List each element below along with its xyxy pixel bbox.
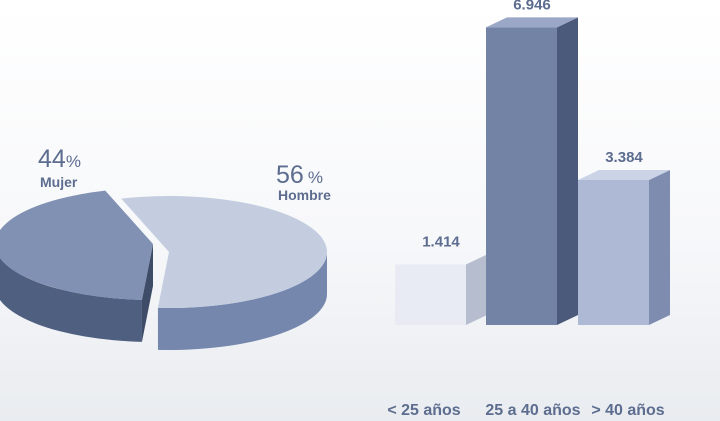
pie-label-mujer: Mujer — [40, 174, 78, 190]
bar-top-under-25 — [395, 254, 487, 265]
bar-over-40 — [578, 169, 670, 325]
pie-hombre-unit: % — [308, 168, 323, 187]
bar-value-over-40: 3.384 — [605, 149, 643, 166]
bar-category-25-to-40: 25 a 40 años — [485, 402, 580, 419]
pie-slice-mujer — [0, 190, 153, 342]
bar-front-over-40 — [578, 179, 649, 325]
bar-side-25-to-40 — [557, 17, 578, 326]
pie-top-hombre — [121, 196, 327, 308]
bar-25-to-40 — [486, 17, 578, 326]
pie-seam-mujer — [141, 244, 153, 342]
bar-side-over-40 — [649, 169, 670, 325]
bar-front-under-25 — [395, 264, 466, 325]
bar-side-under-25 — [466, 254, 487, 325]
pie-label-hombre-pct: 56% — [276, 161, 323, 189]
pie-label-hombre: Hombre — [278, 187, 331, 203]
pie-chart — [0, 190, 328, 350]
bar-value-under-25: 1.414 — [422, 233, 460, 250]
pie-mujer-value: 44 — [38, 145, 66, 173]
pie-slice-hombre — [121, 196, 328, 350]
bar-value-25-to-40: 6.946 — [513, 0, 551, 13]
bar-value-labels: 1.414 6.946 3.384 — [422, 0, 643, 250]
bar-under-25 — [395, 254, 487, 325]
bar-top-25-to-40 — [486, 17, 578, 28]
pie-side-mujer — [0, 257, 142, 342]
bar-top-over-40 — [578, 169, 670, 180]
bar-category-labels: < 25 años 25 a 40 años > 40 años — [387, 402, 664, 419]
bar-front-25-to-40 — [486, 27, 557, 326]
pie-hombre-value: 56 — [276, 161, 304, 189]
pie-top-mujer — [0, 190, 153, 300]
bar-category-under-25: < 25 años — [387, 402, 460, 419]
pie-mujer-unit: % — [66, 152, 81, 171]
bar-category-over-40: > 40 años — [591, 402, 664, 419]
pie-label-mujer-pct: 44% — [38, 145, 81, 173]
bar-chart — [395, 17, 670, 326]
pie-side-hombre — [157, 252, 328, 350]
